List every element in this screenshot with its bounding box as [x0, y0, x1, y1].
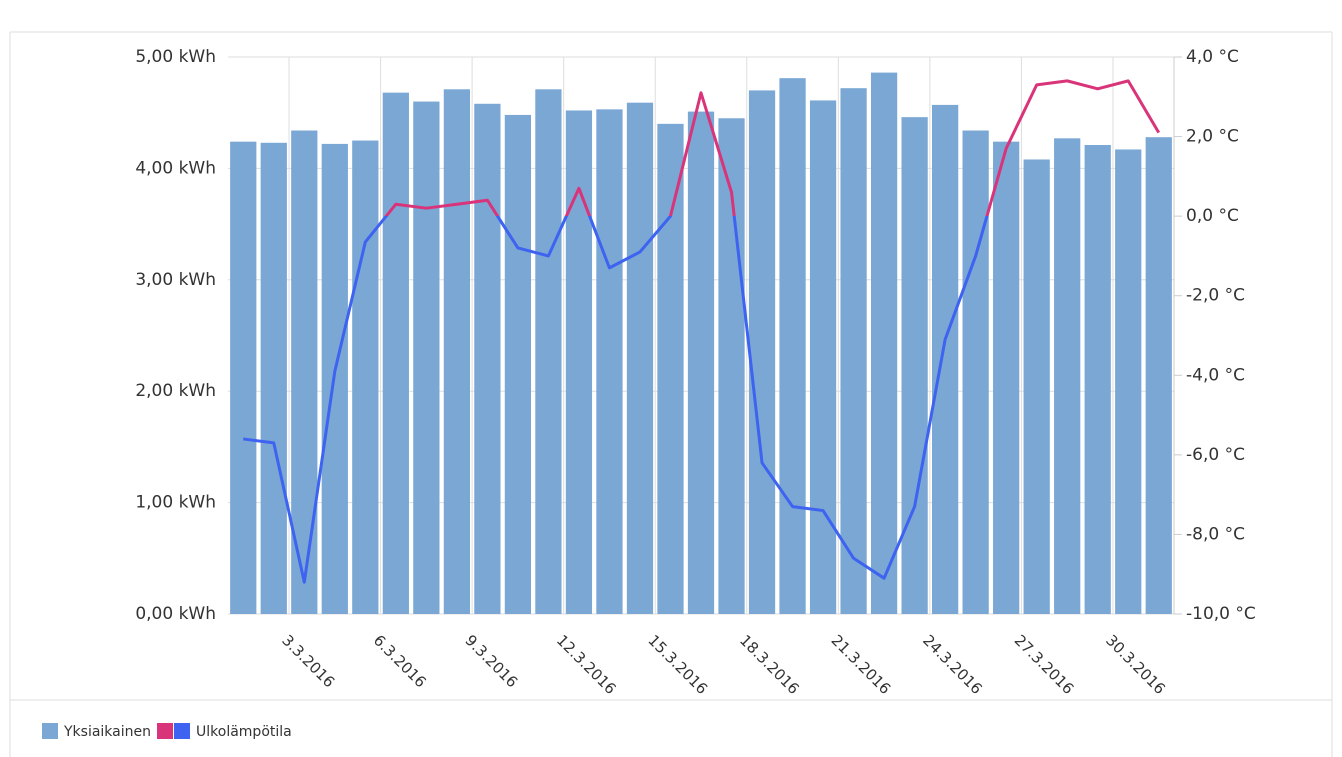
bar [1054, 138, 1081, 614]
bar [962, 130, 989, 615]
bar [687, 111, 715, 614]
y2-tick-label: -2,0 °C [1186, 286, 1245, 306]
bar [291, 130, 318, 615]
x-tick-label: 15.3.2016 [644, 631, 711, 698]
x-tick-label: 3.3.2016 [278, 631, 338, 691]
y2-tick-label: 4,0 °C [1186, 47, 1239, 67]
y-tick-label: 5,00 kWh [135, 47, 216, 67]
bar [504, 114, 532, 614]
y2-tick-label: 2,0 °C [1186, 127, 1239, 147]
bar [870, 72, 898, 614]
y2-tick-label: -8,0 °C [1186, 524, 1245, 544]
bar [382, 92, 409, 614]
bar [1023, 159, 1050, 614]
bar [1115, 149, 1142, 614]
legend-swatch [42, 723, 58, 739]
y-tick-label: 1,00 kWh [135, 493, 216, 513]
legend-label: Ulkolämpötila [196, 724, 292, 740]
bar [230, 141, 257, 614]
bar [657, 123, 684, 614]
bar [565, 110, 593, 615]
y2-tick-label: -6,0 °C [1186, 445, 1245, 465]
x-tick-label: 24.3.2016 [919, 631, 986, 698]
x-tick-label: 6.3.2016 [370, 631, 430, 691]
bar [748, 90, 776, 615]
y-tick-label: 3,00 kWh [135, 270, 216, 290]
legend-swatch [157, 723, 174, 739]
bar [993, 141, 1020, 614]
bar [1145, 137, 1172, 614]
bar [260, 142, 287, 614]
y-tick-label: 4,00 kWh [135, 158, 216, 178]
y-tick-label: 2,00 kWh [135, 381, 216, 401]
legend-label: Yksiaikainen [63, 724, 151, 740]
x-tick-label: 27.3.2016 [1011, 631, 1078, 698]
x-tick-label: 18.3.2016 [736, 631, 803, 698]
bar [779, 78, 806, 614]
x-tick-label: 9.3.2016 [461, 631, 521, 691]
bar [413, 101, 440, 614]
bar [443, 89, 470, 614]
x-tick-label: 21.3.2016 [828, 631, 895, 698]
bar [840, 88, 867, 614]
y-tick-label: 0,00 kWh [135, 604, 216, 624]
bar [596, 109, 623, 614]
temperature-line [243, 79, 1161, 584]
bar [352, 140, 379, 615]
y2-tick-label: 0,0 °C [1186, 206, 1239, 226]
bar [901, 117, 928, 614]
bar [1084, 145, 1111, 615]
legend-swatch [174, 723, 191, 739]
y2-tick-label: -10,0 °C [1186, 604, 1256, 624]
bar [474, 103, 501, 615]
bar [932, 104, 959, 614]
bar [535, 89, 562, 614]
bar [626, 102, 654, 614]
x-tick-label: 30.3.2016 [1102, 631, 1169, 698]
x-tick-label: 12.3.2016 [553, 631, 620, 698]
y2-tick-label: -4,0 °C [1186, 365, 1245, 385]
bar [809, 100, 837, 615]
